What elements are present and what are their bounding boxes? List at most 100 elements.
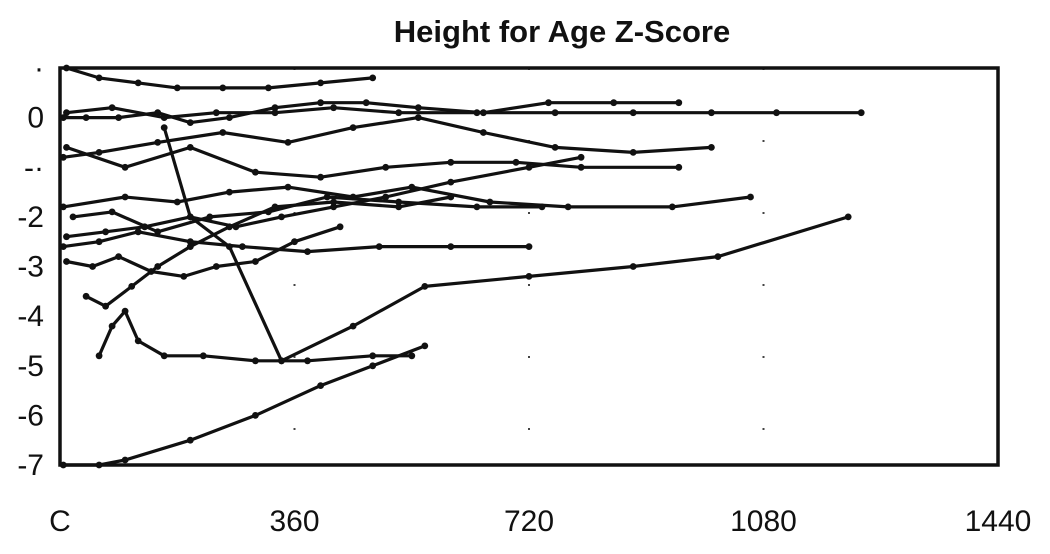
x-tick-label: C (49, 505, 71, 538)
data-point (115, 114, 122, 121)
y-tick-label: 0 (27, 102, 44, 135)
data-point (82, 292, 90, 300)
data-point (95, 74, 103, 82)
data-point (95, 149, 103, 156)
data-point (226, 188, 233, 196)
data-point (369, 74, 377, 82)
data-point (89, 263, 96, 270)
data-point (512, 158, 520, 166)
data-point (82, 114, 90, 121)
data-point (414, 104, 422, 112)
data-point (610, 99, 618, 107)
data-point (577, 163, 585, 171)
y-tick-label: -5 (17, 350, 44, 383)
data-point (219, 84, 227, 92)
y-tick-label: · (34, 52, 44, 85)
data-point (95, 352, 103, 360)
data-point (447, 193, 455, 201)
data-point (349, 322, 357, 330)
data-point (154, 109, 162, 117)
data-point (186, 243, 194, 251)
series-line (64, 66, 375, 90)
x-tick-label: 1440 (965, 505, 1032, 538)
data-point (629, 149, 637, 156)
data-point (121, 456, 129, 464)
data-point (252, 168, 259, 176)
data-point (121, 163, 129, 171)
data-point (714, 253, 722, 260)
data-point (173, 84, 181, 92)
data-point (115, 253, 122, 260)
data-point (108, 208, 116, 216)
data-point (317, 173, 324, 181)
data-point (284, 183, 292, 191)
axis-layer: C 360 720 1080 1440 · 0 -· -2 -3 -4 -5 -6 -7 (17, 52, 1031, 538)
plot-frame (58, 66, 1000, 467)
data-point (525, 243, 533, 251)
data-point (226, 223, 233, 231)
data-point (773, 109, 780, 117)
data-point (199, 352, 207, 360)
series-line (279, 215, 850, 363)
data-point (473, 203, 481, 211)
series-layer (59, 64, 865, 469)
y-tick-label: -4 (17, 300, 44, 333)
data-point (668, 203, 676, 211)
series-line (162, 125, 284, 363)
data-point (108, 104, 116, 112)
data-point (173, 198, 181, 206)
data-point (362, 99, 370, 107)
x-tick-label: 360 (269, 505, 319, 538)
data-point (278, 213, 285, 221)
data-point (206, 213, 214, 221)
data-point (408, 352, 416, 360)
data-point (421, 342, 429, 350)
data-point (186, 144, 194, 151)
data-point (375, 243, 383, 251)
data-point (265, 84, 272, 92)
data-point (525, 163, 533, 171)
data-point (212, 263, 220, 270)
data-point (564, 203, 572, 211)
data-point (395, 203, 403, 211)
data-point (219, 129, 227, 136)
data-point (708, 144, 715, 151)
data-point (160, 114, 168, 121)
data-point (330, 203, 337, 211)
data-point (382, 193, 390, 201)
data-point (551, 144, 559, 151)
data-point (545, 99, 552, 107)
y-tick-label: -· (24, 151, 44, 184)
data-point (349, 124, 357, 131)
series-line (64, 145, 681, 179)
data-point (408, 183, 416, 191)
data-point (857, 109, 865, 117)
data-point (675, 99, 683, 107)
data-point (141, 223, 149, 231)
data-point (317, 79, 324, 87)
data-point (212, 109, 220, 117)
data-point (154, 228, 162, 236)
data-point (154, 263, 162, 270)
data-point (69, 213, 77, 221)
data-point (271, 104, 279, 112)
data-point (102, 302, 109, 310)
data-point (629, 263, 637, 270)
data-point (271, 109, 279, 117)
data-point (134, 228, 142, 236)
data-point (108, 322, 116, 330)
data-point (278, 357, 285, 365)
data-point (336, 223, 344, 231)
series-line (84, 195, 453, 308)
data-point (330, 104, 337, 112)
series-line (64, 106, 863, 120)
data-point (844, 213, 852, 221)
data-point (63, 144, 70, 151)
y-tick-label: -3 (17, 251, 44, 284)
data-point (447, 178, 455, 186)
data-point (186, 238, 194, 246)
data-point (538, 203, 546, 211)
data-point (421, 283, 429, 290)
data-point (226, 243, 233, 251)
data-point (291, 238, 298, 246)
